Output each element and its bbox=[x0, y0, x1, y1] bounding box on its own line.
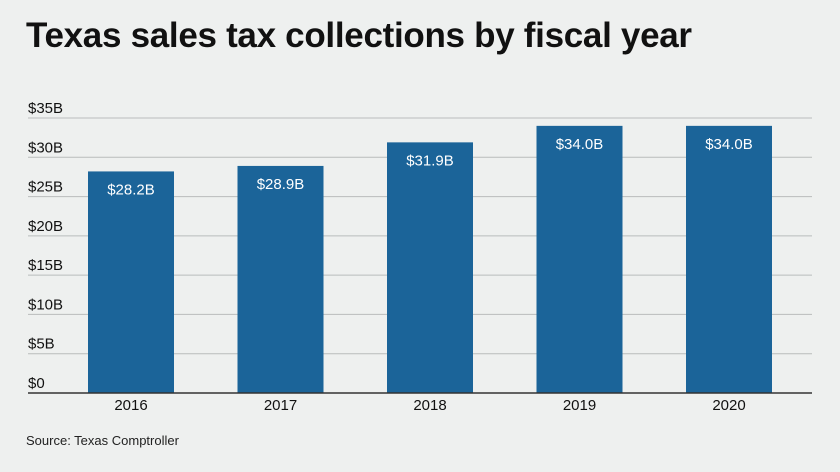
bar bbox=[686, 125, 772, 393]
data-label: $34.0B bbox=[556, 136, 604, 153]
bar bbox=[88, 171, 174, 393]
data-label: $31.9B bbox=[406, 152, 454, 169]
y-tick-label: $20B bbox=[28, 218, 63, 235]
data-label: $28.2B bbox=[107, 181, 155, 198]
data-label: $28.9B bbox=[257, 176, 305, 193]
x-tick-label: 2016 bbox=[114, 397, 147, 414]
chart-title: Texas sales tax collections by fiscal ye… bbox=[26, 16, 692, 55]
x-tick-label: 2020 bbox=[712, 397, 745, 414]
x-tick-label: 2019 bbox=[563, 397, 596, 414]
x-tick-label: 2018 bbox=[413, 397, 446, 414]
y-tick-label: $0 bbox=[28, 375, 45, 392]
source-note: Source: Texas Comptroller bbox=[26, 433, 179, 448]
y-tick-label: $30B bbox=[28, 139, 63, 156]
y-tick-label: $25B bbox=[28, 179, 63, 196]
x-tick-label: 2017 bbox=[264, 397, 297, 414]
y-tick-label: $10B bbox=[28, 296, 63, 313]
y-tick-label: $35B bbox=[28, 100, 63, 117]
bar bbox=[387, 142, 473, 393]
data-label: $34.0B bbox=[705, 136, 753, 153]
bar bbox=[536, 125, 623, 393]
y-tick-label: $15B bbox=[28, 257, 63, 274]
bar bbox=[237, 165, 324, 393]
y-tick-label: $5B bbox=[28, 336, 55, 353]
